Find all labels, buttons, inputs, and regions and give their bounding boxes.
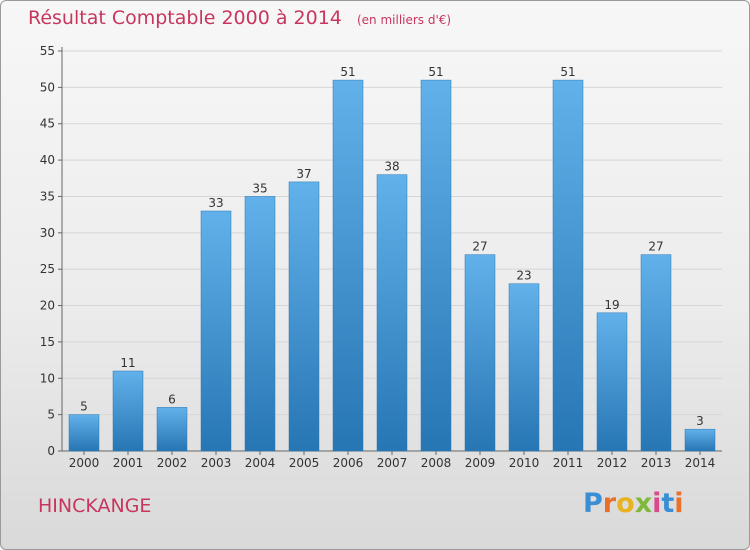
y-tick-label: 15 [40,335,55,349]
value-label-2007: 38 [384,160,399,174]
x-tick-label-2003: 2003 [201,456,232,470]
bar-2001 [112,370,144,452]
bar-2000 [68,414,100,452]
bar-2013 [640,254,672,452]
labels: 0510152025303540455055520001120016200233… [40,44,716,470]
logo-letter: i [674,488,684,519]
bar-2005 [288,181,320,452]
value-label-2008: 51 [428,65,443,79]
value-label-2000: 5 [80,400,88,414]
value-label-2002: 6 [168,392,176,406]
value-label-2005: 37 [296,167,311,181]
proxiti-logo[interactable]: Proxiti [583,488,684,519]
chart-title: Résultat Comptable 2000 à 2014 [28,7,342,29]
value-label-2003: 33 [208,196,223,210]
x-tick-label-2000: 2000 [69,456,100,470]
logo-letter: i [652,488,662,519]
chart-subtitle: (en milliers d'€) [356,13,452,27]
x-tick-label-2006: 2006 [333,456,364,470]
y-tick-label: 0 [47,444,55,458]
logo-letter: r [602,488,617,519]
bar-2014 [684,428,716,452]
x-tick-label-2002: 2002 [157,456,188,470]
x-tick-label-2010: 2010 [509,456,540,470]
bar-2002 [156,407,188,452]
bar-2011 [552,79,584,452]
y-tick-label: 40 [40,153,55,167]
value-label-2014: 3 [696,414,704,428]
bars [68,79,716,452]
x-tick-label-2005: 2005 [289,456,320,470]
commune-name: HINCKANGE [38,495,152,517]
x-tick-label-2012: 2012 [597,456,628,470]
value-label-2010: 23 [516,269,531,283]
y-tick-label: 30 [40,226,55,240]
y-tick-label: 10 [40,371,55,385]
bar-2007 [376,174,408,452]
bar-2004 [244,196,276,452]
logo-letter: o [616,488,635,519]
bar-2008 [420,79,452,452]
logo-letter: t [661,488,675,519]
x-tick-label-2004: 2004 [245,456,276,470]
value-label-2012: 19 [604,298,619,312]
x-tick-label-2007: 2007 [377,456,408,470]
x-tick-label-2001: 2001 [113,456,144,470]
x-tick-label-2008: 2008 [421,456,452,470]
logo-letter: x [634,488,653,519]
y-tick-label: 45 [40,117,55,131]
bar-2009 [464,254,496,452]
logo-letter: P [583,488,603,519]
value-label-2004: 35 [252,181,267,195]
x-tick-label-2014: 2014 [685,456,716,470]
bar-2003 [200,210,232,452]
value-label-2013: 27 [648,240,663,254]
value-label-2006: 51 [340,65,355,79]
bar-2006 [332,79,364,452]
y-tick-label: 55 [40,44,55,58]
y-tick-label: 50 [40,80,55,94]
title-row: Résultat Comptable 2000 à 2014 (en milli… [28,7,451,29]
value-label-2001: 11 [120,356,135,370]
bar-2010 [508,283,540,452]
x-tick-label-2013: 2013 [641,456,672,470]
x-tick-label-2011: 2011 [553,456,584,470]
y-tick-label: 35 [40,189,55,203]
bar-2012 [596,312,628,452]
value-label-2011: 51 [560,65,575,79]
y-tick-label: 25 [40,262,55,276]
x-tick-label-2009: 2009 [465,456,496,470]
y-tick-label: 5 [47,408,55,422]
value-label-2009: 27 [472,240,487,254]
y-tick-label: 20 [40,299,55,313]
